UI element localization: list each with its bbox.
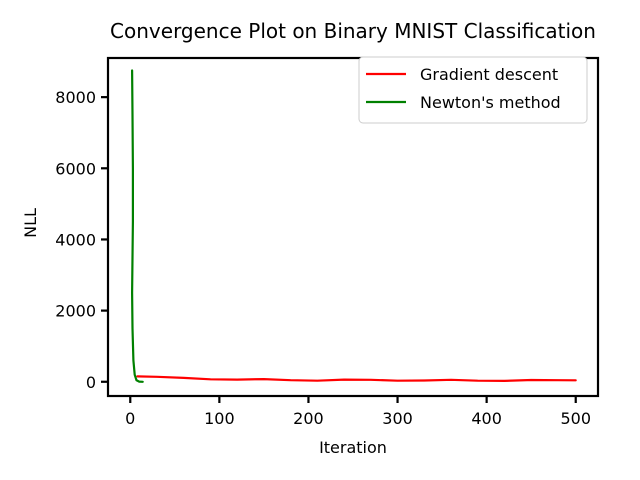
x-tick-label: 200 [293, 409, 324, 428]
x-tick-label: 500 [560, 409, 591, 428]
series-line-newton-s-method [131, 69, 144, 383]
y-tick-label: 6000 [55, 159, 96, 178]
x-tick-label: 0 [125, 409, 135, 428]
y-tick-label: 4000 [55, 230, 96, 249]
plot-frame [106, 56, 600, 398]
x-tick-label: 100 [204, 409, 235, 428]
x-tick-label: 400 [471, 409, 502, 428]
legend-label-gradient-descent: Gradient descent [420, 65, 558, 84]
legend-box [358, 56, 588, 124]
y-axis-label: NLL [21, 208, 40, 238]
y-axis-ticks: 0 2000 4000 6000 8000 [55, 88, 108, 392]
x-axis-label: Iteration [319, 438, 387, 457]
series-line-gradient-descent [136, 375, 577, 382]
y-tick-label: 2000 [55, 302, 96, 321]
legend-label-newtons-method: Newton's method [420, 93, 561, 112]
chart-title: Convergence Plot on Binary MNIST Classif… [110, 19, 596, 43]
y-tick-label: 0 [86, 373, 96, 392]
x-tick-label: 300 [382, 409, 413, 428]
y-tick-label: 8000 [55, 88, 96, 107]
x-axis-ticks: 0 100 200 300 400 500 [125, 396, 591, 428]
legend: Gradient descent Newton's method [358, 56, 588, 124]
series-layer [131, 69, 577, 383]
